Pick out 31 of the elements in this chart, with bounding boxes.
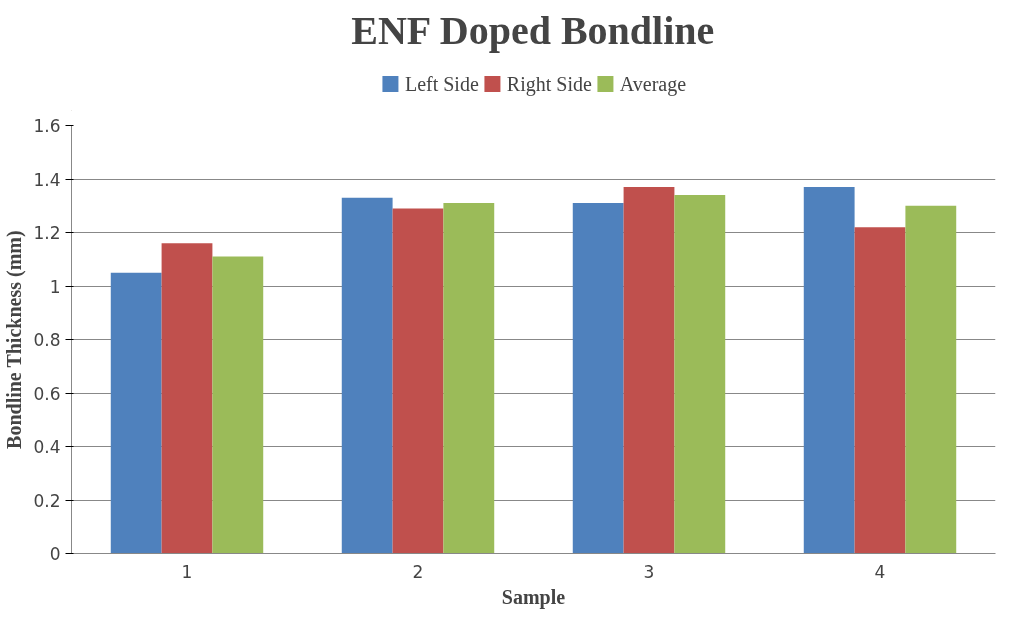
x-tick-label: 3 <box>643 561 655 582</box>
y-tick-label: 1.4 <box>33 169 61 190</box>
bar <box>905 205 957 554</box>
x-axis-title: Sample <box>501 585 566 609</box>
bar <box>674 195 726 554</box>
legend-label: Average <box>619 72 687 95</box>
bar <box>854 227 906 554</box>
legend-label: Right Side <box>506 72 592 95</box>
y-tick-label: 0 <box>49 544 61 564</box>
bar <box>572 203 624 554</box>
y-axis-title: Bondline Thickness (mm) <box>3 230 27 449</box>
chart-title: ENF Doped Bondline <box>351 7 715 53</box>
y-tick-label: 1.6 <box>33 116 61 136</box>
y-tick-label: 1 <box>49 276 61 297</box>
y-tick-label: 0.6 <box>33 383 61 404</box>
bar <box>212 256 264 554</box>
y-tick-label: 1.2 <box>33 223 61 243</box>
x-tick-label: 2 <box>412 561 424 582</box>
bar <box>341 197 393 554</box>
bar <box>392 208 444 554</box>
y-tick-label: 0.2 <box>33 490 61 511</box>
legend-label: Left Side <box>404 72 479 95</box>
y-tick-label: 0.8 <box>33 330 61 350</box>
x-tick-label: 1 <box>181 561 193 582</box>
x-tick-label: 4 <box>874 561 886 582</box>
bar <box>803 187 855 554</box>
bar <box>443 203 495 554</box>
y-tick-label: 0.4 <box>33 437 61 457</box>
bar <box>110 272 162 554</box>
bar <box>161 243 213 554</box>
bar <box>623 187 675 554</box>
